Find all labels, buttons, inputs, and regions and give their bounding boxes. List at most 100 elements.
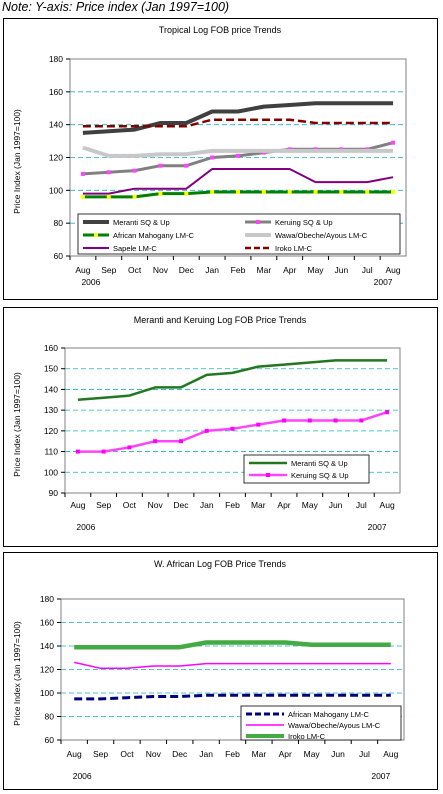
x-tick-label: Aug [380,500,395,510]
legend-label-iroko-lm-c: Iroko LM-C [275,244,313,253]
series-line-wawa-obeche-ayous-lm-c [74,661,391,670]
y-tick-label: 180 [40,594,54,604]
data-point-african-mahogany-lm-c [158,191,163,196]
y-tick-label: 160 [49,87,63,97]
y-axis-label: Price Index (Jan 1997=100) [12,621,22,726]
x-tick-label: Mar [251,500,266,510]
data-point-keruing-sq-up [385,410,390,415]
x-tick-label: Dec [179,265,195,275]
x-tick-label: Feb [225,749,240,759]
meranti-keruing-chart: Meranti and Keruing Log FOB Price Trends… [12,315,401,532]
y-tick-label: 80 [45,712,55,722]
x-tick-label: Jul [356,500,367,510]
x-tick-label: Sep [93,749,108,759]
data-point-african-mahogany-lm-c [106,194,111,199]
legend-box [77,213,401,255]
x-tick-label: Apr [283,265,296,275]
data-point-keruing-sq-up [307,418,312,423]
legend-label-keruing-sq-up: Keruing SQ & Up [275,218,333,227]
y-tick-label: 140 [44,384,58,394]
y-tick-label: 130 [44,405,58,415]
legend-label-meranti-sq-up: Meranti SQ & Up [113,218,170,227]
x-tick-label: Aug [386,265,401,275]
chart-title: Meranti and Keruing Log FOB Price Trends [134,315,307,325]
data-point-keruing-sq-up [101,449,106,454]
x-tick-label: Jul [362,265,373,275]
data-point-keruing-sq-up [204,428,209,433]
y-tick-label: 140 [49,120,63,130]
data-point-keruing-sq-up [153,439,158,444]
y-tick-label: 100 [44,467,58,477]
x-tick-label: Jan [200,500,214,510]
y-axis-note: Note: Y-axis: Price index (Jan 1997=100) [2,0,230,14]
x-tick-label: Oct [120,749,134,759]
chart-title: Tropical Log FOB price Trends [159,25,282,35]
x-tick-label: Apr [279,749,292,759]
series-line-meranti-sq-up [82,101,394,135]
data-point-keruing-sq-up [75,449,80,454]
legend-label-keruing-sq-up: Keruing SQ & Up [291,471,349,480]
meranti-keruing-chart-panel: Meranti and Keruing Log FOB Price Trends… [3,307,438,547]
series-line-meranti-sq-up [77,359,388,402]
year-label: 2006 [76,522,95,532]
data-point-african-mahogany-lm-c [236,189,240,194]
legend-label-sapele-lm-c: Sapele LM-C [113,244,157,253]
y-tick-label: 60 [54,251,64,261]
x-tick-label: Dec [173,500,189,510]
data-point-keruing-sq-up [236,153,240,158]
x-tick-label: Nov [153,265,169,275]
data-point-african-mahogany-lm-c [80,194,85,199]
legend-label-wawa-obeche-ayous-lm-c: Wawa/Obeche/Ayous LM-C [288,721,381,730]
x-tick-label: Jan [205,265,219,275]
data-point-keruing-sq-up [158,163,163,168]
data-point-keruing-sq-up [282,418,287,423]
y-tick-label: 100 [40,688,54,698]
x-tick-label: Aug [75,265,90,275]
data-point-keruing-sq-up [132,168,137,173]
y-axis-label: Price Index (Jan 1997=100) [12,372,22,477]
x-tick-label: May [304,749,321,759]
series-line-iroko-lm-c [82,118,394,128]
data-point-african-mahogany-lm-c [391,189,396,194]
x-tick-label: Jun [331,749,345,759]
data-point-keruing-sq-up [178,439,183,444]
y-tick-label: 140 [40,641,54,651]
x-tick-label: Oct [128,265,142,275]
x-tick-label: Aug [67,749,82,759]
legend-label-wawa-obeche-ayous-lm-c: Wawa/Obeche/Ayous LM-C [275,231,368,240]
x-tick-label: Dec [172,749,188,759]
x-tick-label: Aug [383,749,398,759]
year-label: 2007 [371,771,390,781]
x-tick-label: Nov [148,500,164,510]
legend-label-african-mahogany-lm-c: African Mahogany LM-C [288,710,369,719]
data-point-keruing-sq-up [184,163,189,168]
tropical-log-chart-panel: Tropical Log FOB price Trends 60 80 100 120 1… [3,18,438,300]
y-tick-label: 110 [44,447,58,457]
x-tick-label: Mar [252,749,267,759]
year-label: 2006 [73,771,92,781]
x-tick-label: Jan [199,749,213,759]
y-tick-label: 90 [49,488,59,498]
series-line-african-mahogany-lm-c [74,693,391,701]
x-tick-label: Apr [277,500,290,510]
y-tick-label: 120 [40,665,54,675]
y-axis-label: Price Index (Jan 1997=100) [12,109,22,214]
data-point-african-mahogany-lm-c [339,189,344,194]
legend-marker-keruing-sq-up [256,220,260,224]
data-point-african-mahogany-lm-c [210,189,215,194]
y-tick-label: 100 [49,185,63,195]
data-point-african-mahogany-lm-c [365,189,370,194]
year-label: 2007 [374,277,393,287]
x-tick-label: Sep [96,500,111,510]
x-tick-label: May [302,500,319,510]
west-african-chart: W. African Log FOB Price Trends 60 80 100 12… [12,559,405,781]
chart-title: W. African Log FOB Price Trends [154,559,287,569]
data-point-keruing-sq-up [80,171,85,176]
data-point-african-mahogany-lm-c [313,189,318,194]
legend-box [243,454,370,484]
series-line-iroko-lm-c [74,640,391,650]
year-label: 2007 [368,522,387,532]
data-point-african-mahogany-lm-c [287,189,292,194]
data-point-keruing-sq-up [230,426,235,431]
data-point-african-mahogany-lm-c [261,189,266,194]
